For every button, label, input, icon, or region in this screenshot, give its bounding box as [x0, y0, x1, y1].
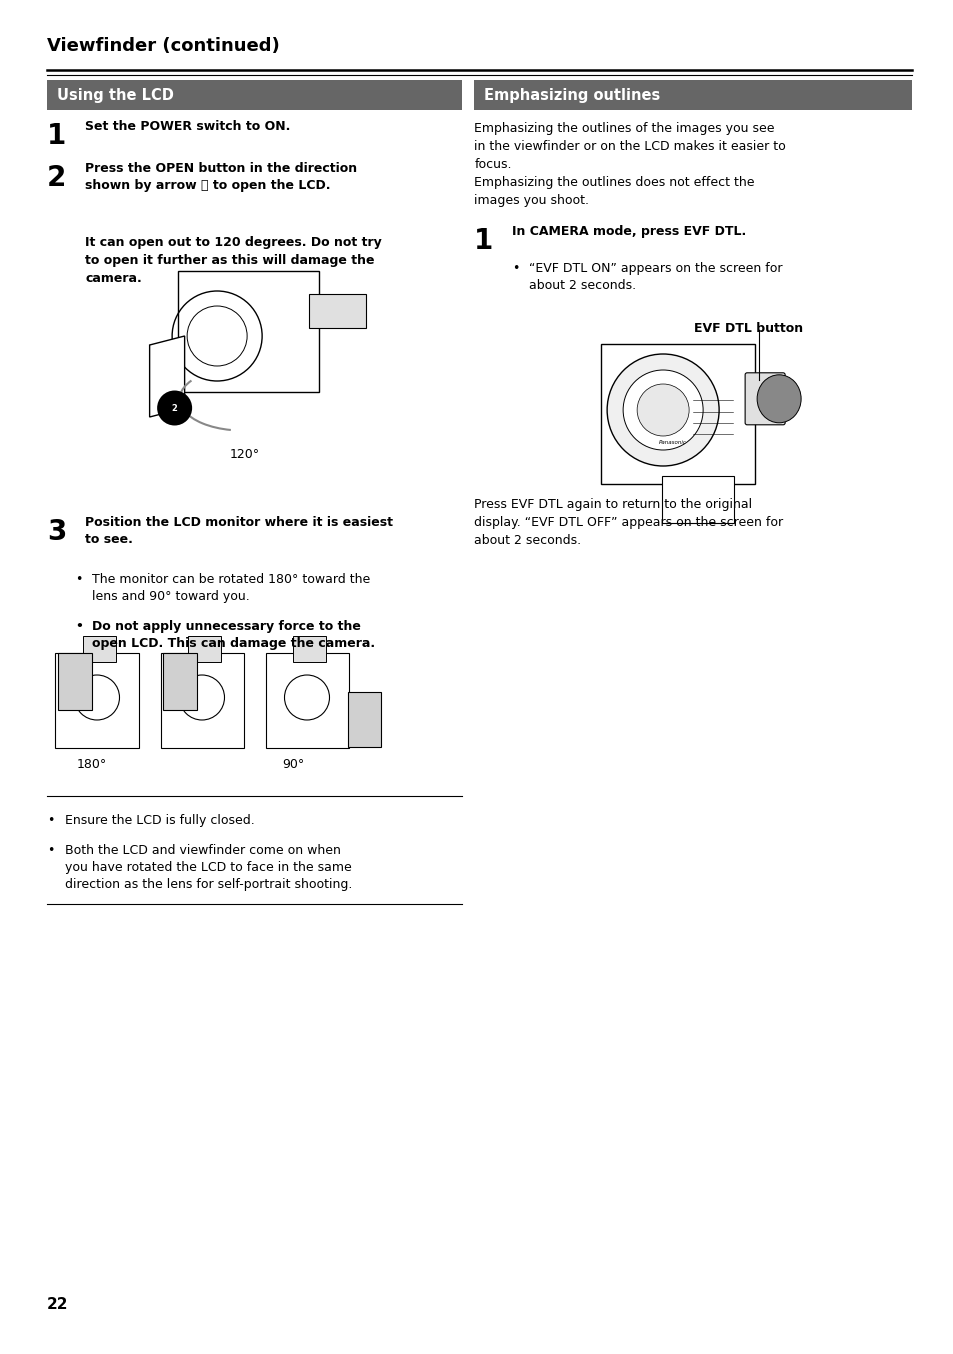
FancyBboxPatch shape: [58, 653, 91, 709]
FancyBboxPatch shape: [265, 653, 348, 747]
FancyBboxPatch shape: [160, 653, 243, 747]
FancyBboxPatch shape: [474, 80, 911, 110]
Text: Do not apply unnecessary force to the
open LCD. This can damage the camera.: Do not apply unnecessary force to the op…: [91, 620, 375, 650]
Text: Set the POWER switch to ON.: Set the POWER switch to ON.: [85, 121, 290, 133]
FancyBboxPatch shape: [82, 636, 116, 662]
FancyBboxPatch shape: [47, 80, 462, 110]
Text: 3: 3: [47, 519, 67, 546]
Text: 90°: 90°: [282, 758, 304, 770]
Text: 1: 1: [47, 122, 66, 150]
FancyBboxPatch shape: [744, 372, 784, 425]
Text: •: •: [75, 620, 83, 634]
Text: Using the LCD: Using the LCD: [57, 88, 173, 103]
Text: 1: 1: [474, 227, 493, 255]
Text: EVF DTL button: EVF DTL button: [694, 322, 802, 334]
Text: The monitor can be rotated 180° toward the
lens and 90° toward you.: The monitor can be rotated 180° toward t…: [91, 573, 370, 603]
Text: 2: 2: [47, 164, 67, 192]
Ellipse shape: [757, 375, 801, 422]
FancyBboxPatch shape: [293, 636, 326, 662]
Text: •: •: [47, 814, 54, 827]
FancyBboxPatch shape: [600, 344, 755, 483]
Text: •: •: [75, 573, 82, 586]
Circle shape: [157, 390, 192, 425]
Circle shape: [622, 370, 702, 450]
Text: Press EVF DTL again to return to the original
display. “EVF DTL OFF” appears on : Press EVF DTL again to return to the ori…: [474, 498, 782, 547]
Text: Both the LCD and viewfinder come on when
you have rotated the LCD to face in the: Both the LCD and viewfinder come on when…: [65, 844, 352, 891]
Text: Panasonic: Panasonic: [659, 440, 686, 444]
Polygon shape: [150, 336, 185, 417]
Text: •: •: [47, 844, 54, 857]
Polygon shape: [348, 692, 380, 747]
Circle shape: [606, 353, 719, 466]
Text: 2: 2: [172, 403, 177, 413]
Text: •: •: [512, 263, 519, 275]
FancyBboxPatch shape: [55, 653, 138, 747]
FancyBboxPatch shape: [188, 636, 221, 662]
Text: Position the LCD monitor where it is easiest
to see.: Position the LCD monitor where it is eas…: [85, 516, 393, 546]
Text: 120°: 120°: [230, 448, 259, 460]
FancyBboxPatch shape: [163, 653, 196, 709]
Text: 22: 22: [47, 1297, 69, 1312]
FancyBboxPatch shape: [309, 294, 365, 328]
Text: Press the OPEN button in the direction
shown by arrow ⓘ to open the LCD.: Press the OPEN button in the direction s…: [85, 162, 356, 192]
Text: Ensure the LCD is fully closed.: Ensure the LCD is fully closed.: [65, 814, 254, 827]
Text: “EVF DTL ON” appears on the screen for
about 2 seconds.: “EVF DTL ON” appears on the screen for a…: [529, 263, 781, 292]
Text: Emphasizing the outlines of the images you see
in the viewfinder or on the LCD m: Emphasizing the outlines of the images y…: [474, 122, 785, 207]
Text: 180°: 180°: [77, 758, 107, 770]
Circle shape: [637, 385, 688, 436]
Text: Viewfinder (continued): Viewfinder (continued): [47, 37, 279, 56]
FancyBboxPatch shape: [661, 477, 734, 523]
Text: In CAMERA mode, press EVF DTL.: In CAMERA mode, press EVF DTL.: [512, 225, 745, 238]
Text: Emphasizing outlines: Emphasizing outlines: [484, 88, 659, 103]
FancyBboxPatch shape: [177, 271, 319, 393]
Text: It can open out to 120 degrees. Do not try
to open it further as this will damag: It can open out to 120 degrees. Do not t…: [85, 236, 381, 284]
